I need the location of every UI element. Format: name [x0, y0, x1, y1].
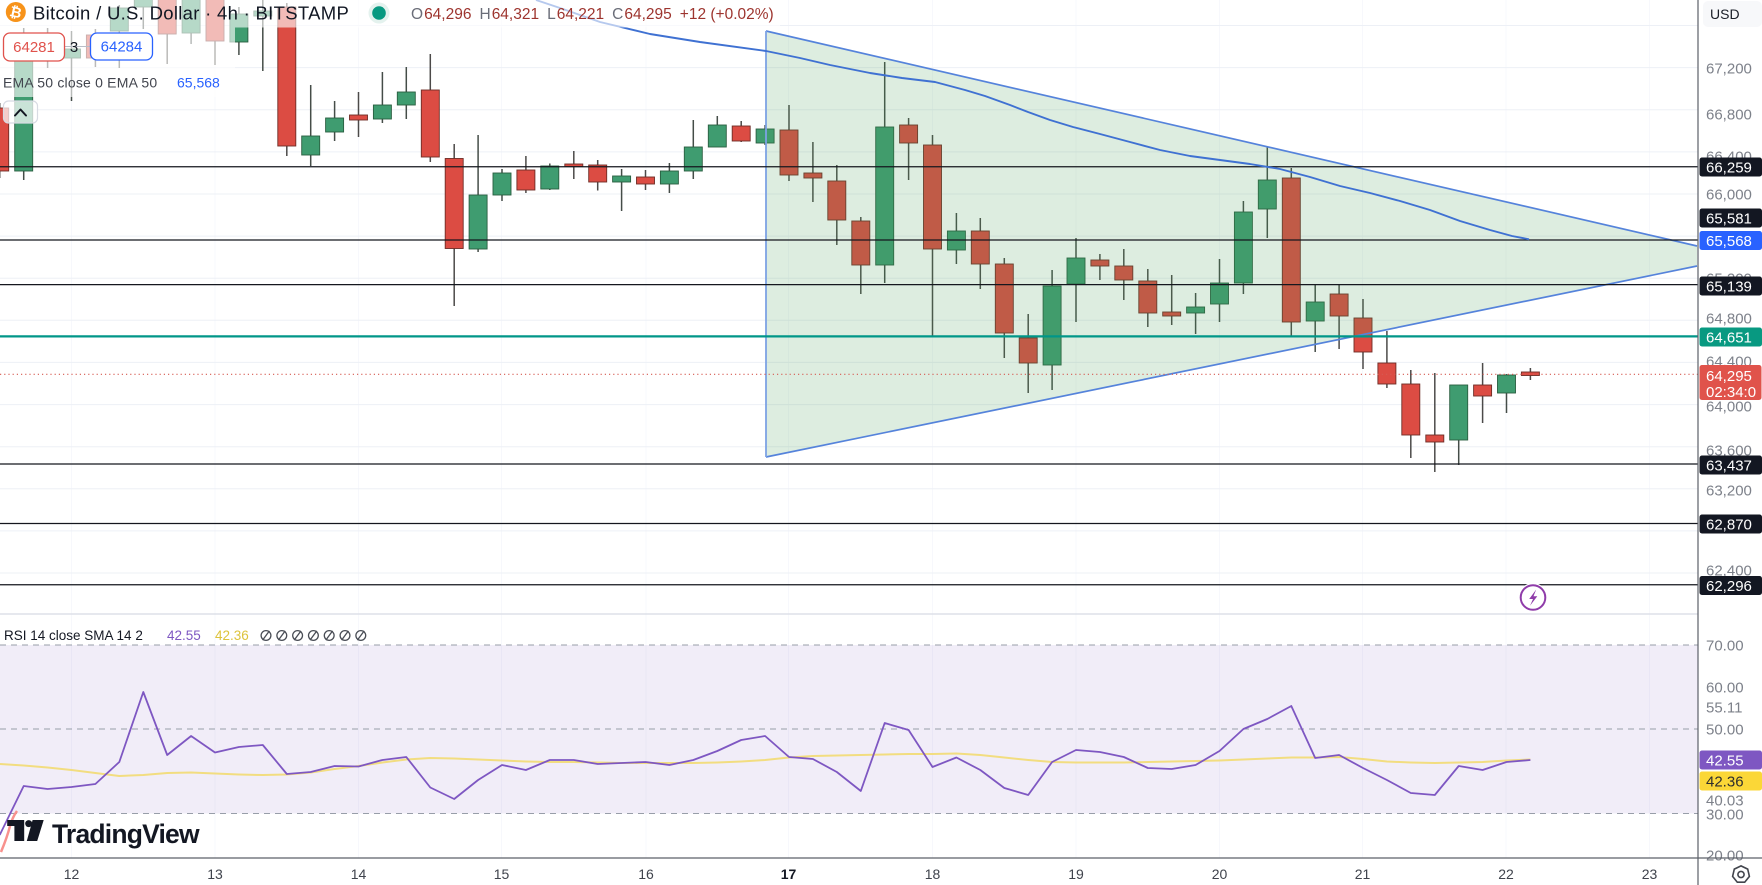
svg-text:13: 13 — [207, 866, 223, 882]
svg-text:64,800: 64,800 — [1706, 311, 1752, 328]
svg-text:30.00: 30.00 — [1706, 807, 1744, 824]
svg-text:66,259: 66,259 — [1706, 160, 1752, 177]
svg-text:RSI 14 close SMA 14 2: RSI 14 close SMA 14 2 — [4, 628, 143, 643]
svg-text:64,295: 64,295 — [1706, 368, 1752, 385]
svg-text:17: 17 — [781, 866, 797, 882]
svg-text:66,800: 66,800 — [1706, 107, 1752, 124]
svg-text:62,400: 62,400 — [1706, 563, 1752, 580]
svg-text:40.03: 40.03 — [1706, 793, 1744, 810]
svg-text:70.00: 70.00 — [1706, 638, 1744, 655]
svg-text:12: 12 — [64, 866, 80, 882]
svg-text:21: 21 — [1355, 866, 1371, 882]
svg-text:15: 15 — [494, 866, 510, 882]
svg-text:62,296: 62,296 — [1706, 578, 1752, 595]
svg-text:14: 14 — [351, 866, 367, 882]
svg-text:42.36: 42.36 — [215, 628, 249, 643]
svg-text:55.11: 55.11 — [1706, 700, 1742, 717]
svg-text:22: 22 — [1498, 866, 1514, 882]
svg-text:63,437: 63,437 — [1706, 458, 1752, 475]
svg-text:20.00: 20.00 — [1706, 848, 1744, 865]
svg-text:42.36: 42.36 — [1706, 774, 1744, 791]
svg-text:65,568: 65,568 — [1706, 233, 1752, 250]
svg-text:20: 20 — [1212, 866, 1228, 882]
svg-text:42.55: 42.55 — [167, 628, 201, 643]
svg-text:EMA 50 close 0 EMA 50: EMA 50 close 0 EMA 50 — [3, 75, 157, 91]
svg-text:USD: USD — [1710, 6, 1740, 22]
svg-text:18: 18 — [925, 866, 941, 882]
svg-text:Bitcoin / U.S. Dollar · 4h · B: Bitcoin / U.S. Dollar · 4h · BITSTAMP — [33, 3, 349, 24]
svg-text:3: 3 — [70, 39, 78, 56]
svg-text:64,651: 64,651 — [1706, 330, 1752, 347]
svg-text:TradingView: TradingView — [52, 819, 200, 849]
svg-text:50.00: 50.00 — [1706, 722, 1744, 739]
svg-text:65,139: 65,139 — [1706, 279, 1752, 296]
svg-text:₿: ₿ — [8, 4, 23, 22]
svg-text:02:34:0: 02:34:0 — [1706, 384, 1756, 401]
svg-text:64281: 64281 — [13, 39, 55, 56]
svg-text:42.55: 42.55 — [1706, 753, 1744, 770]
svg-text:64284: 64284 — [101, 39, 143, 56]
svg-text:64,000: 64,000 — [1706, 399, 1752, 416]
svg-text:23: 23 — [1642, 866, 1658, 882]
svg-text:63,200: 63,200 — [1706, 483, 1752, 500]
svg-text:65,581: 65,581 — [1706, 211, 1752, 228]
svg-text:63,600: 63,600 — [1706, 443, 1752, 460]
svg-text:65,568: 65,568 — [177, 75, 220, 91]
svg-text:62,870: 62,870 — [1706, 517, 1752, 534]
svg-text:67,200: 67,200 — [1706, 61, 1752, 78]
svg-text:16: 16 — [638, 866, 654, 882]
svg-text:66,000: 66,000 — [1706, 187, 1752, 204]
svg-text:19: 19 — [1068, 866, 1084, 882]
svg-text:60.00: 60.00 — [1706, 680, 1744, 697]
